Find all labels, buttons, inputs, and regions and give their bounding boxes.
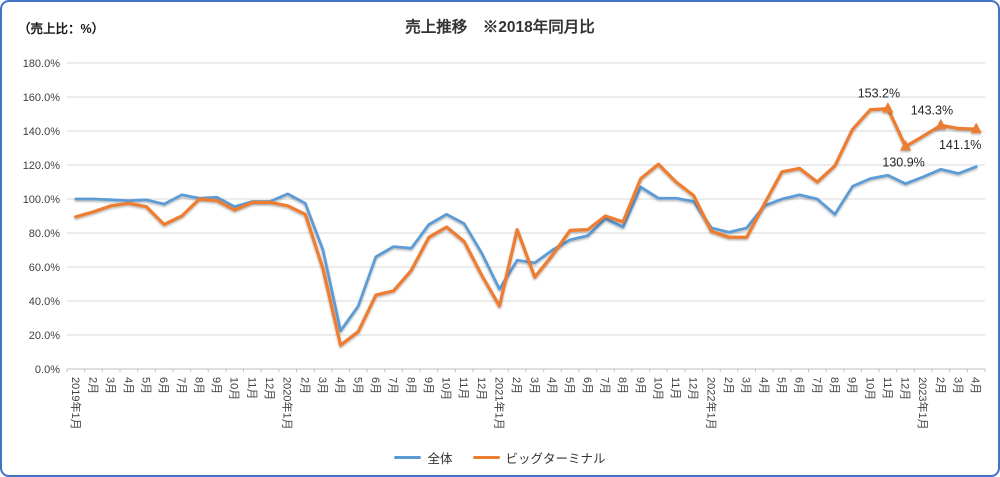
svg-text:120.0%: 120.0% — [23, 160, 61, 172]
svg-text:0.0%: 0.0% — [35, 364, 60, 376]
svg-text:9月: 9月 — [846, 377, 858, 394]
svg-text:100.0%: 100.0% — [23, 194, 61, 206]
svg-text:12月: 12月 — [475, 377, 487, 400]
y-axis-unit-label: （売上比：%） — [18, 22, 105, 36]
chart-title: 売上推移 ※2018年同月比 — [405, 19, 595, 36]
svg-text:4月: 4月 — [969, 377, 981, 394]
svg-text:140.0%: 140.0% — [23, 126, 61, 138]
svg-text:5月: 5月 — [775, 377, 787, 394]
svg-text:12月: 12月 — [263, 377, 275, 400]
svg-text:11月: 11月 — [457, 377, 469, 399]
svg-text:11月: 11月 — [245, 377, 257, 399]
svg-text:10月: 10月 — [863, 377, 875, 400]
svg-text:10月: 10月 — [440, 377, 452, 400]
svg-text:9月: 9月 — [422, 377, 434, 394]
svg-text:7月: 7月 — [175, 377, 187, 394]
svg-text:6月: 6月 — [793, 377, 805, 394]
svg-text:6月: 6月 — [157, 377, 169, 394]
svg-text:4月: 4月 — [757, 377, 769, 394]
svg-text:5月: 5月 — [563, 377, 575, 394]
svg-text:6月: 6月 — [369, 377, 381, 394]
svg-text:8月: 8月 — [404, 377, 416, 394]
svg-text:3月: 3月 — [952, 377, 964, 394]
svg-text:2月: 2月 — [934, 377, 946, 394]
svg-text:12月: 12月 — [687, 377, 699, 400]
svg-text:4月: 4月 — [546, 377, 558, 394]
svg-text:141.1%: 141.1% — [939, 138, 981, 152]
svg-text:7月: 7月 — [810, 377, 822, 394]
svg-text:2月: 2月 — [87, 377, 99, 394]
svg-text:2023年1月: 2023年1月 — [916, 377, 930, 430]
svg-text:3月: 3月 — [316, 377, 328, 394]
svg-text:20.0%: 20.0% — [29, 330, 60, 342]
svg-text:2月: 2月 — [510, 377, 522, 394]
svg-text:2月: 2月 — [722, 377, 734, 394]
svg-text:7月: 7月 — [598, 377, 610, 394]
svg-text:160.0%: 160.0% — [23, 92, 61, 104]
svg-text:2021年1月: 2021年1月 — [493, 377, 507, 430]
svg-text:80.0%: 80.0% — [29, 228, 60, 240]
svg-text:10月: 10月 — [651, 377, 663, 400]
legend-label-overall: 全体 — [427, 452, 453, 466]
svg-text:130.9%: 130.9% — [882, 156, 924, 170]
svg-text:3月: 3月 — [104, 377, 116, 394]
chart-legend: 全体 ビッグターミナル — [2, 448, 998, 467]
svg-text:8月: 8月 — [192, 377, 204, 394]
svg-text:180.0%: 180.0% — [23, 58, 61, 70]
svg-text:153.2%: 153.2% — [858, 87, 900, 101]
svg-text:4月: 4月 — [122, 377, 134, 394]
svg-text:60.0%: 60.0% — [29, 262, 60, 274]
svg-text:3月: 3月 — [528, 377, 540, 394]
legend-swatch-big-terminal — [472, 455, 500, 460]
legend-label-big-terminal: ビッグターミナル — [505, 452, 606, 466]
svg-text:5月: 5月 — [351, 377, 363, 394]
svg-text:11月: 11月 — [881, 377, 893, 399]
svg-text:40.0%: 40.0% — [29, 296, 60, 308]
svg-text:143.3%: 143.3% — [911, 103, 953, 117]
svg-text:8月: 8月 — [828, 377, 840, 394]
svg-text:10月: 10月 — [228, 377, 240, 400]
svg-text:2022年1月: 2022年1月 — [704, 377, 718, 430]
svg-text:2019年1月: 2019年1月 — [69, 377, 83, 430]
svg-text:9月: 9月 — [210, 377, 222, 394]
svg-text:3月: 3月 — [740, 377, 752, 394]
svg-text:4月: 4月 — [334, 377, 346, 394]
svg-text:9月: 9月 — [634, 377, 646, 394]
svg-text:6月: 6月 — [581, 377, 593, 394]
svg-text:2月: 2月 — [298, 377, 310, 394]
svg-text:11月: 11月 — [669, 377, 681, 399]
svg-text:12月: 12月 — [899, 377, 911, 400]
svg-text:8月: 8月 — [616, 377, 628, 394]
svg-text:5月: 5月 — [139, 377, 151, 394]
svg-text:2020年1月: 2020年1月 — [281, 377, 295, 430]
legend-swatch-overall — [394, 455, 422, 460]
svg-text:7月: 7月 — [387, 377, 399, 394]
